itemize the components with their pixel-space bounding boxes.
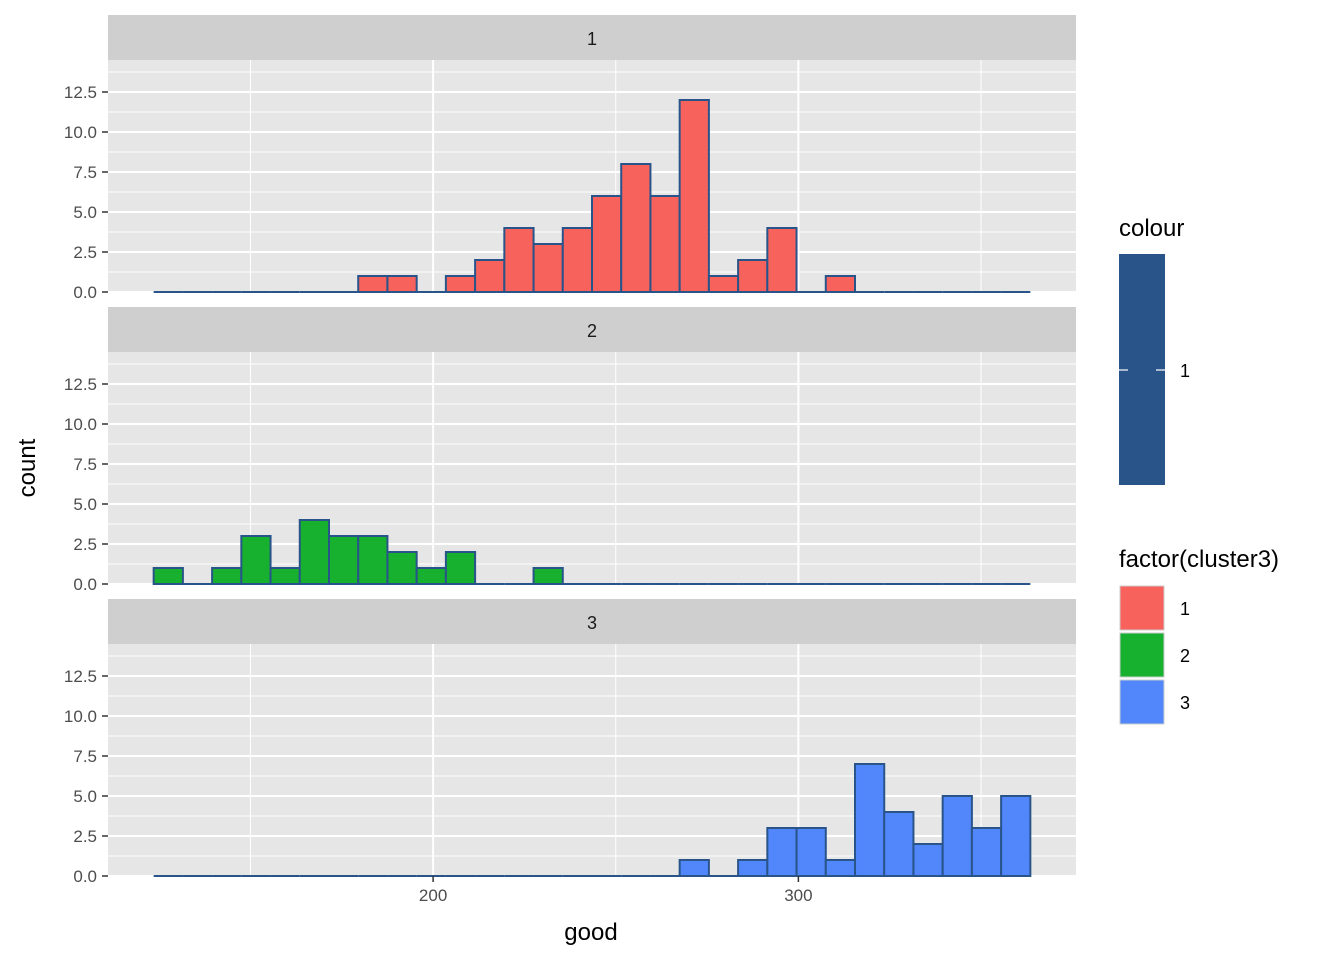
- histogram-bar: [620, 163, 652, 293]
- histogram-bar: [444, 551, 477, 585]
- y-tick-label: 2.5: [73, 243, 97, 262]
- legend-fill-title: factor(cluster3): [1119, 546, 1279, 573]
- histogram-bar: [386, 551, 418, 585]
- y-axis-title: count: [14, 438, 41, 497]
- legend-fill-key-3: [1119, 679, 1165, 725]
- histogram-bar: [737, 859, 769, 877]
- legend-colour-label: 1: [1180, 361, 1190, 381]
- histogram-bar: [883, 811, 915, 877]
- y-tick-label: 0.0: [73, 867, 97, 886]
- legend-fill-key-2: [1119, 632, 1165, 678]
- facet-panel-2: 2 0.0 2.5 5.0 7.5 10.0 12.5: [64, 307, 1076, 594]
- y-tick-label: 7.5: [73, 163, 97, 182]
- y-tick-label: 5.0: [73, 203, 97, 222]
- histogram-bar: [532, 243, 564, 293]
- y-tick-label: 12.5: [64, 667, 97, 686]
- histogram-bar: [678, 99, 710, 293]
- y-tick-label: 10.0: [64, 415, 97, 434]
- y-tick-label: 12.5: [64, 83, 97, 102]
- legend-fill-label-2: 2: [1180, 646, 1190, 666]
- legend-colour: colour 1: [1119, 215, 1190, 485]
- y-tick-label: 12.5: [64, 375, 97, 394]
- histogram-bar: [211, 567, 243, 585]
- y-tick-label: 2.5: [73, 535, 97, 554]
- x-tick-label: 300: [784, 886, 812, 905]
- x-axis-title: good: [564, 919, 617, 946]
- histogram-bar: [1000, 795, 1032, 877]
- histogram-bar: [824, 859, 857, 877]
- y-tick-label: 5.0: [73, 787, 97, 806]
- histogram-bar: [386, 275, 418, 293]
- histogram-bar: [415, 567, 447, 585]
- facet-strip-label: 3: [587, 613, 597, 633]
- facet-strip: [108, 15, 1076, 60]
- histogram-bar: [532, 567, 564, 585]
- facet-panel-1: 10.02.55.07.510.012.5: [64, 15, 1076, 302]
- histogram-bar: [152, 567, 184, 585]
- histogram-bars-3: [153, 763, 1032, 877]
- histogram-bar: [737, 259, 769, 293]
- histogram-bar: [766, 227, 798, 293]
- y-tick-label: 10.0: [64, 123, 97, 142]
- facet-strip-label: 1: [587, 29, 597, 49]
- histogram-bar: [269, 567, 301, 585]
- histogram-bar: [941, 795, 973, 877]
- histogram-bars-2: [152, 519, 1031, 585]
- histogram-bar: [649, 195, 681, 293]
- legend-colour-title: colour: [1119, 215, 1184, 242]
- histogram-bar: [912, 843, 944, 877]
- histogram-bar: [766, 827, 798, 877]
- y-tick-label: 0.0: [73, 575, 97, 594]
- histogram-bar: [678, 859, 710, 877]
- histogram-bar: [970, 827, 1003, 877]
- legend-fill-label-1: 1: [1180, 599, 1190, 619]
- legend-fill-label-3: 3: [1180, 693, 1190, 713]
- histogram-bar: [298, 519, 330, 585]
- panel-background: [108, 644, 1076, 876]
- y-tick-label: 7.5: [73, 455, 97, 474]
- histogram-bar: [707, 275, 740, 293]
- histogram-bar: [824, 275, 857, 293]
- histogram-bar: [503, 227, 535, 293]
- y-tick-label: 10.0: [64, 707, 97, 726]
- histogram-bar: [854, 763, 886, 877]
- legend-fill: factor(cluster3) 1 2 3: [1119, 546, 1279, 725]
- facet-panels: 10.02.55.07.510.012.520.02.55.07.510.012…: [64, 15, 1076, 886]
- y-tick-label: 7.5: [73, 747, 97, 766]
- facet-strip: [108, 599, 1076, 644]
- histogram-bar: [327, 535, 360, 585]
- x-tick-label: 200: [419, 886, 447, 905]
- histogram-bar: [561, 227, 593, 293]
- x-axis: 200 300: [419, 876, 813, 905]
- histogram-bar: [444, 275, 477, 293]
- histogram-bar: [240, 535, 272, 585]
- histogram-bars-1: [153, 99, 1031, 293]
- histogram-bar: [357, 535, 389, 585]
- facet-strip-label: 2: [587, 321, 597, 341]
- legend-fill-key-1: [1119, 585, 1165, 631]
- histogram-bar: [795, 827, 827, 877]
- y-tick-label: 5.0: [73, 495, 97, 514]
- histogram-bar: [474, 259, 506, 293]
- y-tick-label: 0.0: [73, 283, 97, 302]
- y-tick-label: 2.5: [73, 827, 97, 846]
- histogram-bar: [357, 275, 389, 293]
- facet-strip: [108, 307, 1076, 352]
- histogram-bar: [591, 195, 623, 293]
- facet-panel-3: 3 0.0 2.5 5.0 7.5 10.0 12.5: [64, 599, 1076, 886]
